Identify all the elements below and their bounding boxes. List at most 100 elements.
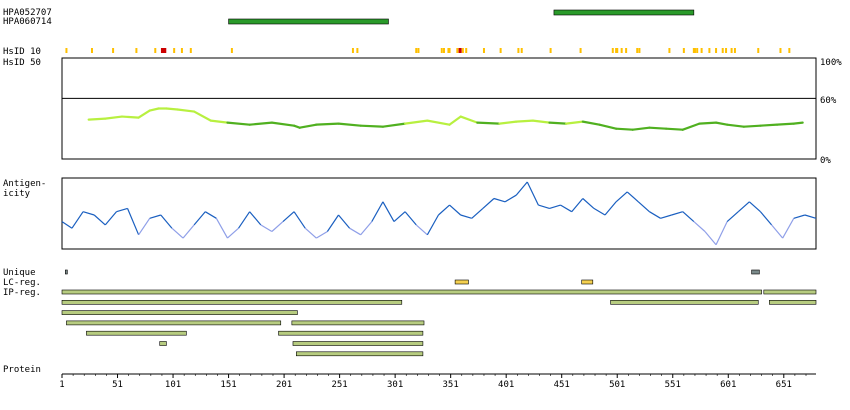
unique-bar	[751, 269, 760, 275]
x-tick-label: 201	[276, 380, 292, 390]
hsid10-mark	[788, 48, 791, 53]
hsid50-ytick-60: 60%	[820, 96, 837, 106]
hsid50-ytick-100: 100%	[820, 58, 842, 68]
x-tick-label: 251	[331, 380, 347, 390]
antigenicity-segment	[693, 221, 706, 232]
antigenicity-segment	[371, 201, 384, 222]
antigenicity-segment	[315, 230, 328, 239]
antigenicity-panel-frame	[61, 177, 817, 250]
lc-reg-label: LC-reg.	[3, 278, 41, 288]
hsid50-segment	[531, 119, 551, 124]
antigen-bar-2	[228, 18, 389, 25]
hsid10-mark	[638, 48, 641, 53]
hsid10-mark	[499, 48, 502, 53]
hsid10-mark	[65, 48, 68, 53]
hsid50-segment	[381, 122, 407, 128]
hsid10-mark	[696, 48, 699, 53]
hsid50-segment	[742, 124, 762, 128]
hsid10-mark	[447, 48, 450, 53]
hsid10-mark	[708, 48, 711, 53]
antigenicity-segment	[393, 211, 406, 223]
hsid10-mark	[693, 48, 696, 53]
antigenicity-segment	[704, 231, 717, 246]
antigenicity-segment	[238, 211, 251, 229]
antigenicity-segment	[449, 204, 462, 216]
antigenicity-segment	[227, 227, 239, 239]
hsid10-high-mark	[160, 48, 163, 53]
antigenicity-track	[61, 181, 817, 246]
hsid50-segment	[759, 123, 779, 127]
ip-reg-bar	[763, 289, 817, 295]
hsid50-segment	[165, 107, 179, 111]
hsid50-segment	[648, 126, 668, 130]
hsid50-segment	[120, 115, 140, 119]
x-tick-label: 451	[554, 380, 570, 390]
hsid50-segment	[104, 115, 124, 120]
hsid50-segment	[270, 121, 296, 127]
antigenicity-segment	[604, 201, 617, 216]
ip-reg-bar	[610, 299, 759, 305]
hsid10-mark	[779, 48, 782, 53]
antigenicity-segment	[404, 211, 417, 226]
hsid10-mark	[692, 48, 695, 53]
antigenicity-segment	[304, 227, 317, 239]
hsid10-mark	[415, 48, 418, 53]
hsid50-segment	[298, 123, 318, 129]
x-tick-label: 401	[498, 380, 514, 390]
unique-track	[65, 269, 760, 275]
hsid10-mark	[579, 48, 582, 53]
hsid50-segment	[476, 121, 501, 125]
hsid10-mark	[668, 48, 671, 53]
hsid50-segment	[664, 127, 684, 131]
hsid10-mark	[90, 48, 93, 53]
antigenicity-segment	[649, 211, 661, 219]
hsid50-segment	[631, 126, 651, 131]
hsid50-segment	[209, 119, 229, 124]
antigenicity-segment	[326, 214, 340, 232]
hsid50-segment	[565, 120, 584, 125]
hsid10-mark	[351, 48, 354, 53]
hsid10-mark	[456, 48, 459, 53]
ip-reg-bar	[291, 320, 425, 326]
hsid50-segment	[404, 119, 429, 125]
hsid10-high-mark	[459, 48, 462, 53]
hsid50-segment	[359, 124, 385, 128]
hsid10-mark	[189, 48, 192, 53]
hsid10-mark	[757, 48, 760, 53]
ip-reg-bar	[278, 330, 424, 336]
hsid10-mark	[615, 48, 618, 53]
antigenicity-segment	[249, 211, 262, 226]
hsid10-mark	[611, 48, 614, 53]
ip-reg-bar	[86, 330, 187, 336]
antigenicity-segment	[804, 214, 817, 219]
x-tick-label: 651	[776, 380, 792, 390]
antigenicity-segment	[549, 204, 561, 209]
ip-reg-bar	[61, 299, 403, 305]
antigenicity-segment	[515, 181, 528, 196]
hsid50-segment	[87, 117, 107, 121]
hsid10-mark	[620, 48, 623, 53]
antigenicity-segment	[715, 221, 728, 245]
hsid10-label: HsID 10	[3, 47, 41, 57]
hsid50-segment	[226, 121, 251, 126]
hsid50-segment	[315, 122, 340, 126]
antigenicity-segment	[482, 198, 495, 209]
hsid50-label: HsID 50	[3, 58, 41, 68]
hsid10-mark	[636, 48, 639, 53]
antigenicity-segment	[560, 204, 573, 213]
hsid10-high-mark	[458, 48, 461, 53]
hsid10-mark	[625, 48, 628, 53]
hsid50-segment	[448, 115, 462, 126]
hsid10-mark	[356, 48, 359, 53]
ip-reg-bar	[296, 351, 424, 357]
antigenicity-segment	[793, 214, 806, 219]
hsid10-mark	[173, 48, 176, 53]
antigenicity-segment	[160, 214, 173, 229]
antigenicity-segment	[504, 194, 517, 203]
hsid10-track	[65, 48, 791, 53]
hsid50-segment	[148, 107, 160, 112]
antigenicity-segment	[426, 214, 439, 236]
hsid50-segment	[137, 109, 151, 119]
antigenicity-segment	[215, 218, 228, 239]
hsid10-mark	[700, 48, 703, 53]
